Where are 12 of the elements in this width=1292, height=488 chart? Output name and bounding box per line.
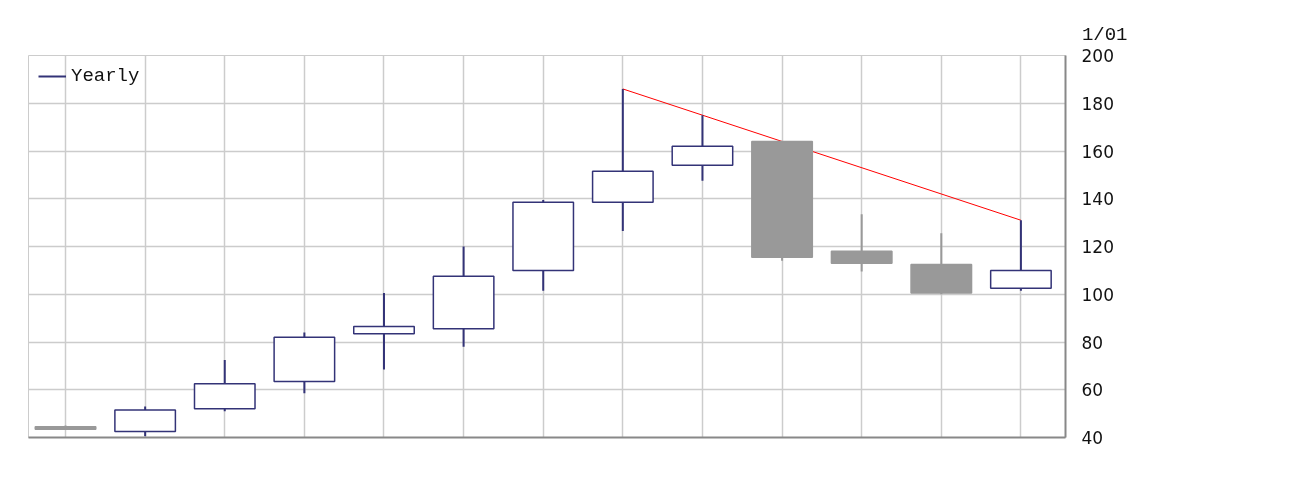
y-tick-label: 100	[1081, 284, 1114, 305]
y-tick-label: 200	[1081, 46, 1114, 66]
text: 1/01	[1081, 23, 1128, 46]
candlestick	[352, 292, 415, 371]
y-tick-label: 180	[1081, 93, 1114, 114]
y-tick-label: 80	[1081, 332, 1104, 353]
y-tick-label: 40	[1081, 428, 1104, 448]
y-tick-label: 120	[1081, 237, 1114, 257]
y-tick-label: 160	[1081, 141, 1114, 162]
legend-label: Yearly	[71, 65, 140, 87]
y-tick-label: 60	[1081, 380, 1104, 401]
y-tick-label: 140	[1081, 189, 1114, 210]
